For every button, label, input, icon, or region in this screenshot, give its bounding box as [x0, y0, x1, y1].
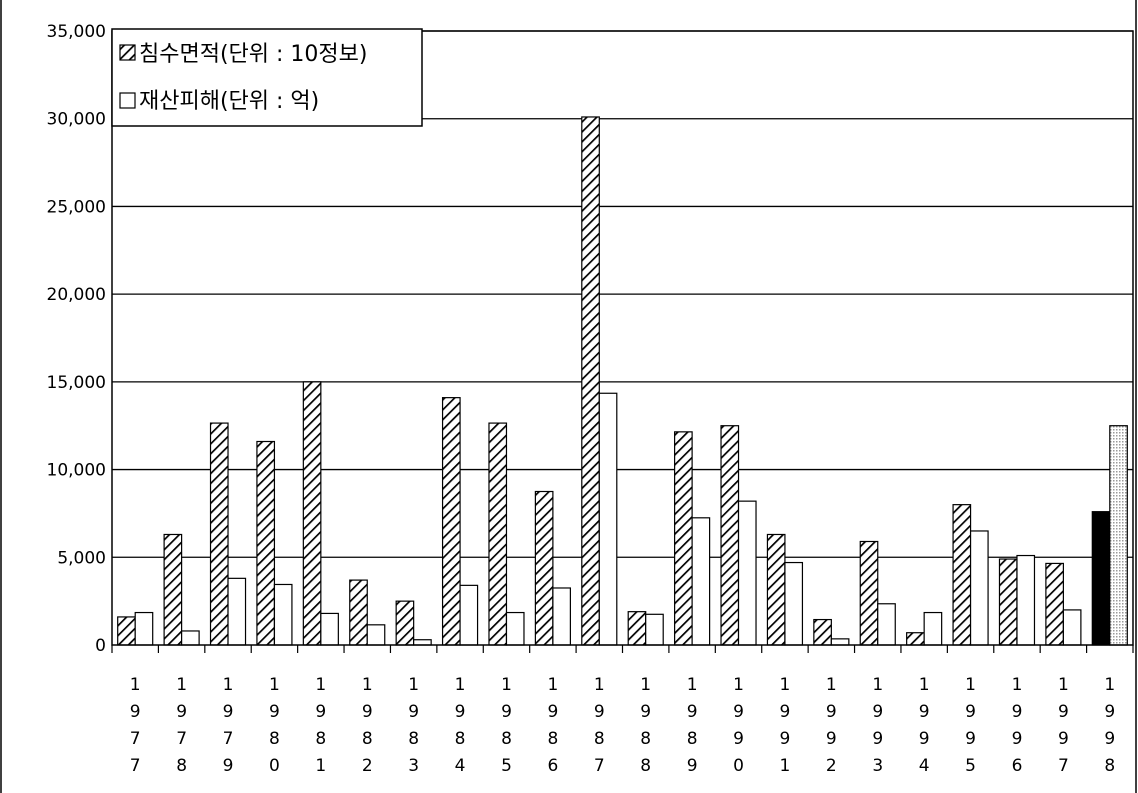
bar-flooded-area-1989: [674, 431, 693, 646]
bar-flooded-area-1977: [117, 616, 136, 646]
bar-flooded-area-1985: [488, 422, 508, 646]
bar-property-damage-1979: [227, 577, 247, 646]
bar-flooded-area-1993: [859, 540, 879, 646]
legend-label-property-damage: 재산피해(단위 : 억): [139, 89, 319, 114]
bar-flooded-area-1990: [720, 425, 740, 646]
bar-property-damage-1989: [691, 517, 711, 646]
bar-property-damage-1995: [969, 530, 989, 646]
bars: [117, 116, 1128, 646]
bar-flooded-area-1981: [302, 381, 322, 646]
bar-property-damage-1986: [552, 587, 571, 646]
bar-property-damage-1977: [134, 611, 154, 646]
bar-flooded-area-1996: [998, 558, 1018, 646]
legend-swatch-property-damage: [119, 92, 136, 109]
bar-flooded-area-1982: [349, 579, 368, 646]
bar-property-damage-1990: [737, 500, 757, 646]
bar-property-damage-1984: [459, 584, 479, 646]
bar-property-damage-1980: [273, 583, 293, 646]
bar-property-damage-1996: [1016, 554, 1036, 646]
bar-property-damage-1994: [923, 611, 943, 646]
y-tick-label: 5,000: [57, 548, 106, 568]
bar-flooded-area-1991: [766, 533, 786, 646]
legend-box: [111, 28, 423, 127]
bar-property-damage-1978: [181, 630, 200, 646]
legend-swatch-flooded-area: [119, 44, 136, 61]
y-tick-label: 30,000: [47, 110, 106, 130]
bar-flooded-area-1984: [441, 397, 461, 646]
plot-area-border: [111, 30, 1134, 646]
bar-property-damage-1993: [877, 603, 896, 646]
bar-flooded-area-1978: [163, 533, 183, 646]
x-axis-ticks: 1 9 7 7 1 9 7 8 1 9 7 9 1 9 8 0 1 9 8 1 1 9 8 2 1 9 8 3 1 9 8 4 1 9 8 5 1 9 8 6…: [111, 645, 1134, 776]
y-tick-label: 10,000: [47, 461, 106, 481]
bar-property-damage-1988: [645, 613, 664, 646]
bar-property-damage-1992: [830, 638, 850, 646]
bar-flooded-area-1992: [813, 618, 832, 646]
bar-flooded-area-1988: [627, 611, 647, 646]
y-tick-label: 25,000: [47, 197, 106, 217]
bar-property-damage-1985: [505, 611, 525, 646]
bar-property-damage-1987: [598, 392, 618, 646]
bar-flooded-area-1987: [581, 116, 600, 646]
legend: 침수면적(단위 : 10정보) 재산피해(단위 : 억): [111, 28, 423, 127]
bar-flooded-area-1980: [256, 440, 276, 646]
legend-label-flooded-area: 침수면적(단위 : 10정보): [139, 42, 367, 67]
bar-property-damage-1982: [366, 624, 386, 646]
bar-flooded-area-1983: [395, 600, 415, 646]
y-tick-label: 35,000: [47, 22, 106, 42]
bar-flooded-area-1986: [534, 490, 554, 646]
y-axis-ticks: 0 5,000 10,000 15,000 20,000 25,000 30,000 35,0…: [47, 22, 106, 656]
bar-property-damage-1983: [413, 639, 432, 646]
bar-property-damage-1997: [1062, 609, 1082, 646]
bar-flooded-area-1997: [1045, 562, 1064, 646]
bar-property-damage-1981: [320, 612, 339, 646]
y-tick-label: 0: [95, 636, 106, 656]
bar-flooded-area-1979: [209, 422, 229, 646]
y-tick-label: 20,000: [47, 285, 106, 305]
bar-flooded-area-1998: [1091, 511, 1111, 646]
bar-property-damage-1991: [784, 561, 804, 646]
y-tick-label: 15,000: [47, 373, 106, 393]
bar-property-damage-1998: [1109, 425, 1128, 646]
bar-flooded-area-1994: [906, 632, 925, 646]
bar-flooded-area-1995: [952, 504, 972, 646]
